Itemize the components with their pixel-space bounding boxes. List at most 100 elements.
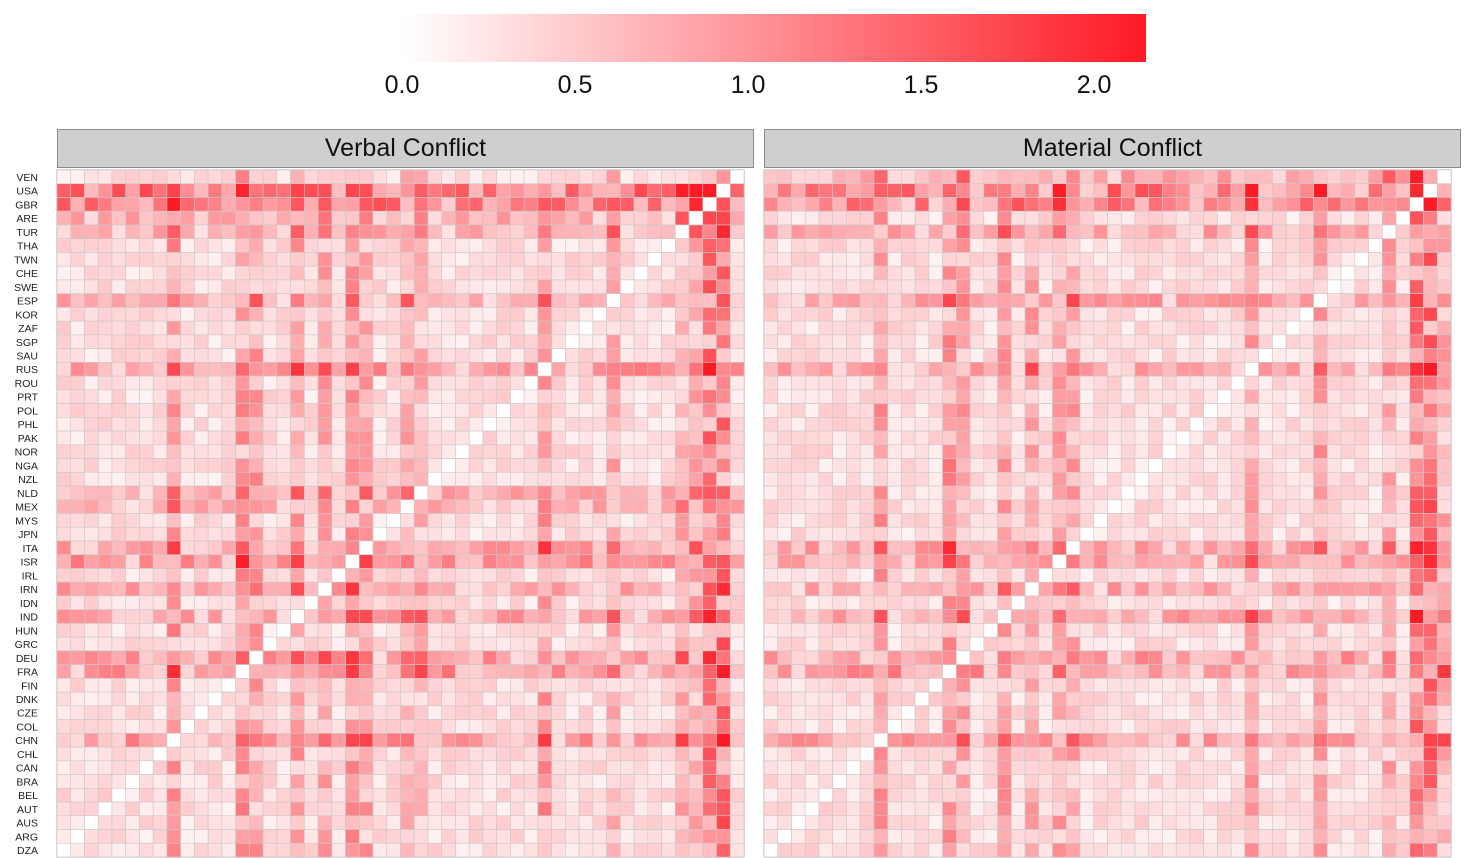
heatmap-cell <box>1038 471 1053 487</box>
heatmap-cell <box>832 650 847 665</box>
heatmap-cell <box>887 417 902 432</box>
heatmap-cell <box>901 540 916 556</box>
heatmap-cell <box>647 609 662 624</box>
heatmap-cell <box>1120 430 1136 446</box>
heatmap-cell <box>647 375 662 391</box>
heatmap-cell <box>729 444 745 459</box>
heatmap-cell <box>565 774 580 789</box>
heatmap-cell <box>942 471 957 487</box>
heatmap-cell <box>496 568 511 583</box>
heatmap-cell <box>1423 636 1438 652</box>
heatmap-cell <box>578 568 594 583</box>
heatmap-cell <box>1162 224 1177 240</box>
heatmap-cell <box>1203 526 1218 542</box>
heatmap-cell <box>1093 252 1108 267</box>
heatmap-cell <box>620 430 635 446</box>
heatmap-cell <box>1327 485 1342 501</box>
heatmap-cell <box>235 678 250 693</box>
heatmap-cell <box>235 265 250 281</box>
heatmap-cell <box>235 197 250 212</box>
heatmap-cell <box>1162 183 1177 198</box>
heatmap-cell <box>468 293 484 308</box>
heatmap-cell <box>1134 362 1150 377</box>
heatmap-cell <box>1148 513 1163 528</box>
heatmap-cell <box>1409 623 1424 638</box>
heatmap-cell <box>331 746 346 762</box>
heatmap-cell <box>997 678 1012 693</box>
heatmap-cell <box>859 733 875 748</box>
heatmap-cell <box>592 568 607 583</box>
heatmap-cell <box>496 169 511 185</box>
heatmap-cell <box>276 169 291 185</box>
heatmap-cell <box>194 499 209 514</box>
heatmap-cell <box>1409 417 1424 432</box>
heatmap-cell <box>510 430 525 446</box>
heatmap-cell <box>647 238 662 253</box>
heatmap-cell <box>262 554 278 569</box>
heatmap-cell <box>523 169 539 185</box>
heatmap-cell <box>262 499 278 514</box>
heatmap-cell <box>125 678 140 693</box>
heatmap-cell <box>468 471 484 487</box>
heatmap-cell <box>702 279 717 294</box>
heatmap-cell <box>510 554 525 569</box>
heatmap-cell <box>1038 664 1053 679</box>
heatmap-cell <box>1313 526 1328 542</box>
heatmap-cell <box>1230 375 1246 391</box>
heatmap-cell <box>1148 595 1163 610</box>
heatmap-cell <box>997 293 1012 308</box>
heatmap-cell <box>317 554 333 569</box>
heatmap-cell <box>578 581 594 597</box>
heatmap-cell <box>166 526 181 542</box>
heatmap-cell <box>1065 705 1081 720</box>
heatmap-cell <box>427 801 443 817</box>
heatmap-cell <box>1244 829 1259 844</box>
heatmap-cell <box>455 581 470 597</box>
heatmap-cell <box>859 471 875 487</box>
heatmap-cell <box>1011 678 1026 693</box>
heatmap-cell <box>84 334 99 349</box>
heatmap-cell <box>139 691 154 707</box>
heatmap-cell <box>1340 623 1356 638</box>
heatmap-cell <box>455 815 470 830</box>
heatmap-cell <box>537 568 552 583</box>
heatmap-cell <box>702 815 717 830</box>
heatmap-cell <box>1052 595 1067 610</box>
heatmap-cell <box>661 526 676 542</box>
heatmap-cell <box>1354 444 1369 459</box>
heatmap-cell <box>413 801 429 817</box>
heatmap-cell <box>1423 760 1438 775</box>
heatmap-cell <box>194 801 209 817</box>
heatmap-cell <box>235 760 250 775</box>
heatmap-cell <box>125 458 140 473</box>
heatmap-cell <box>1395 375 1411 391</box>
heatmap-cell <box>386 169 401 185</box>
heatmap-cell <box>276 664 291 679</box>
heatmap-cell <box>729 691 745 707</box>
heatmap-cell <box>592 334 607 349</box>
heatmap-cell <box>304 471 319 487</box>
heatmap-cell <box>791 430 806 446</box>
heatmap-cell <box>139 801 154 817</box>
heatmap-cell <box>276 210 291 226</box>
heatmap-cell <box>125 568 140 583</box>
heatmap-cell <box>1230 252 1246 267</box>
heatmap-cell <box>345 691 360 707</box>
heatmap-cell <box>1285 375 1301 391</box>
heatmap-cell <box>565 829 580 844</box>
heatmap-cell <box>1024 568 1040 583</box>
heatmap-cell <box>1230 554 1246 569</box>
heatmap-cell <box>1313 623 1328 638</box>
heatmap-cell <box>1079 623 1095 638</box>
heatmap-cell <box>592 691 607 707</box>
heatmap-cell <box>716 348 731 363</box>
heatmap-cell <box>1327 513 1342 528</box>
heatmap-cell <box>1065 623 1081 638</box>
heatmap-cell <box>969 829 985 844</box>
heatmap-cell <box>1368 691 1383 707</box>
heatmap-cell <box>523 719 539 734</box>
heatmap-cell <box>207 581 223 597</box>
heatmap-cell <box>1423 183 1438 198</box>
heatmap-cell <box>983 760 998 775</box>
heatmap-cell <box>358 252 374 267</box>
